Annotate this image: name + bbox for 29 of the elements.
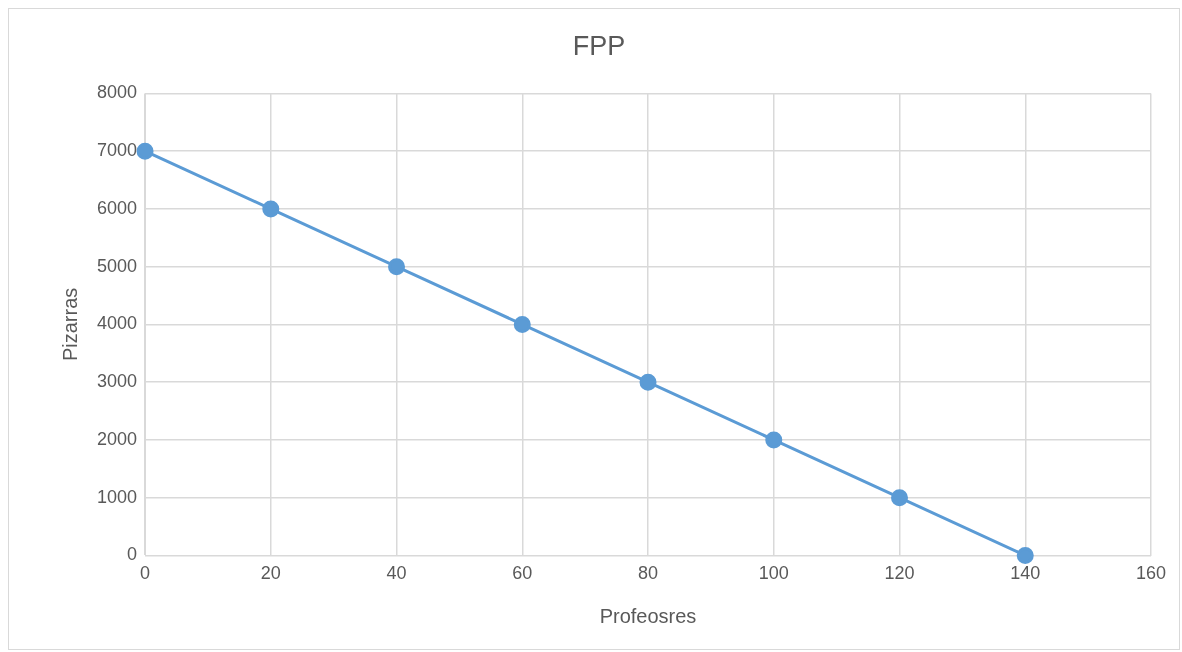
x-axis-title: Profeosres [599,604,697,627]
x-tick-label: 60 [512,563,533,584]
point [388,258,406,276]
y-tick-label: 6000 [97,197,138,218]
y-tick-label: 3000 [97,371,138,392]
y-tick-label: 7000 [97,140,138,161]
y-tick-label: 1000 [97,486,138,507]
x-tick-label: 120 [884,563,915,584]
x-tick-label: 140 [1010,563,1041,584]
point [765,431,783,449]
y-tick-label: 2000 [97,428,138,449]
y-tick-label: 5000 [97,255,138,276]
x-tick-label: 40 [386,563,407,584]
point [262,200,280,218]
x-tick-label: 0 [140,563,151,584]
point [513,315,531,333]
y-tick-label: 8000 [97,82,138,103]
y-tick-label: 4000 [97,313,138,334]
y-axis-title: Pizarras [58,287,81,362]
x-tick-label: 100 [758,563,789,584]
x-tick-label: 20 [260,563,281,584]
x-tick-label: 160 [1135,563,1167,584]
x-tick-label: 80 [638,563,659,584]
chart-title: FPP [572,30,626,61]
point [1016,546,1034,564]
point [639,373,657,391]
point [891,489,909,507]
y-tick-label: 0 [127,544,138,565]
point [136,142,154,160]
